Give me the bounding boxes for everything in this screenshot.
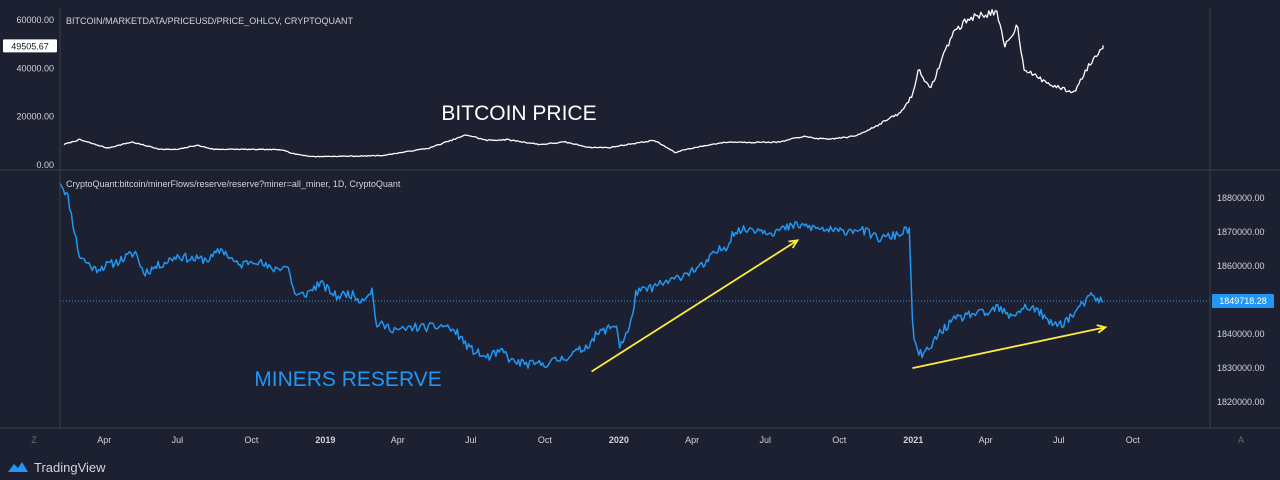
reserve-y-tick: 1840000.00 bbox=[1217, 329, 1265, 339]
price-y-tick: 60000.00 bbox=[16, 15, 54, 25]
brand-label: TradingView bbox=[34, 459, 106, 475]
time-axis-label: 2019 bbox=[315, 435, 335, 445]
brand[interactable]: TradingView bbox=[8, 458, 106, 476]
reserve-y-tick: 1820000.00 bbox=[1217, 397, 1265, 407]
time-axis-label: Oct bbox=[832, 435, 847, 445]
time-axis-label: Oct bbox=[538, 435, 553, 445]
price-last-value: 49505.67 bbox=[11, 41, 49, 51]
reserve-overlay-label: MINERS RESERVE bbox=[254, 368, 442, 391]
trend-arrow-head bbox=[1096, 324, 1108, 334]
reserve-series-line[interactable] bbox=[59, 182, 1104, 369]
price-y-tick: 40000.00 bbox=[16, 63, 54, 73]
time-axis-right-button: A bbox=[1238, 435, 1244, 445]
trend-arrow-line[interactable] bbox=[912, 326, 1106, 369]
reserve-y-tick: 1830000.00 bbox=[1217, 363, 1265, 373]
tradingview-logo-icon bbox=[8, 462, 28, 472]
time-axis-label: 2021 bbox=[903, 435, 923, 445]
reserve-legend: CryptoQuant:bitcoin/minerFlows/reserve/r… bbox=[66, 179, 401, 189]
time-axis-label: 2020 bbox=[609, 435, 629, 445]
time-axis-label: Oct bbox=[244, 435, 259, 445]
time-axis[interactable]: Apr Jul Oct 2019 Apr Jul Oct 2020 Apr Jul Oct 2021 A… bbox=[31, 435, 1244, 445]
time-axis-label: Jul bbox=[172, 435, 184, 445]
trend-arrow-head bbox=[788, 239, 800, 249]
time-axis-label: Oct bbox=[1126, 435, 1141, 445]
reserve-y-tick: 1880000.00 bbox=[1217, 193, 1265, 203]
price-pane[interactable]: BITCOIN/MARKETDATA/PRICEUSD/PRICE_OHLCV,… bbox=[3, 9, 1104, 170]
time-axis-left-button: Z bbox=[31, 435, 37, 445]
reserve-y-tick: 1860000.00 bbox=[1217, 261, 1265, 271]
reserve-last-value-badge bbox=[1212, 293, 1274, 308]
time-axis-label: Jul bbox=[760, 435, 772, 445]
reserve-pane[interactable]: CryptoQuant:bitcoin/minerFlows/reserve/r… bbox=[59, 179, 1274, 407]
price-last-value-badge bbox=[3, 39, 57, 53]
reserve-y-tick: 1870000.00 bbox=[1217, 227, 1265, 237]
time-axis-label: Apr bbox=[685, 435, 699, 445]
time-axis-label: Apr bbox=[391, 435, 405, 445]
price-y-tick: 0.00 bbox=[36, 160, 54, 170]
pane-chrome bbox=[0, 8, 1280, 429]
time-axis-label: Apr bbox=[97, 435, 111, 445]
reserve-last-value: 1849718.28 bbox=[1219, 296, 1267, 306]
price-overlay-label: BITCOIN PRICE bbox=[441, 102, 596, 125]
trend-arrow-line[interactable] bbox=[591, 239, 798, 373]
price-series-line[interactable] bbox=[63, 9, 1104, 158]
time-axis-label: Jul bbox=[465, 435, 477, 445]
price-y-tick: 20000.00 bbox=[16, 112, 54, 122]
price-legend: BITCOIN/MARKETDATA/PRICEUSD/PRICE_OHLCV,… bbox=[66, 16, 354, 26]
time-axis-label: Jul bbox=[1053, 435, 1065, 445]
time-axis-label: Apr bbox=[979, 435, 993, 445]
